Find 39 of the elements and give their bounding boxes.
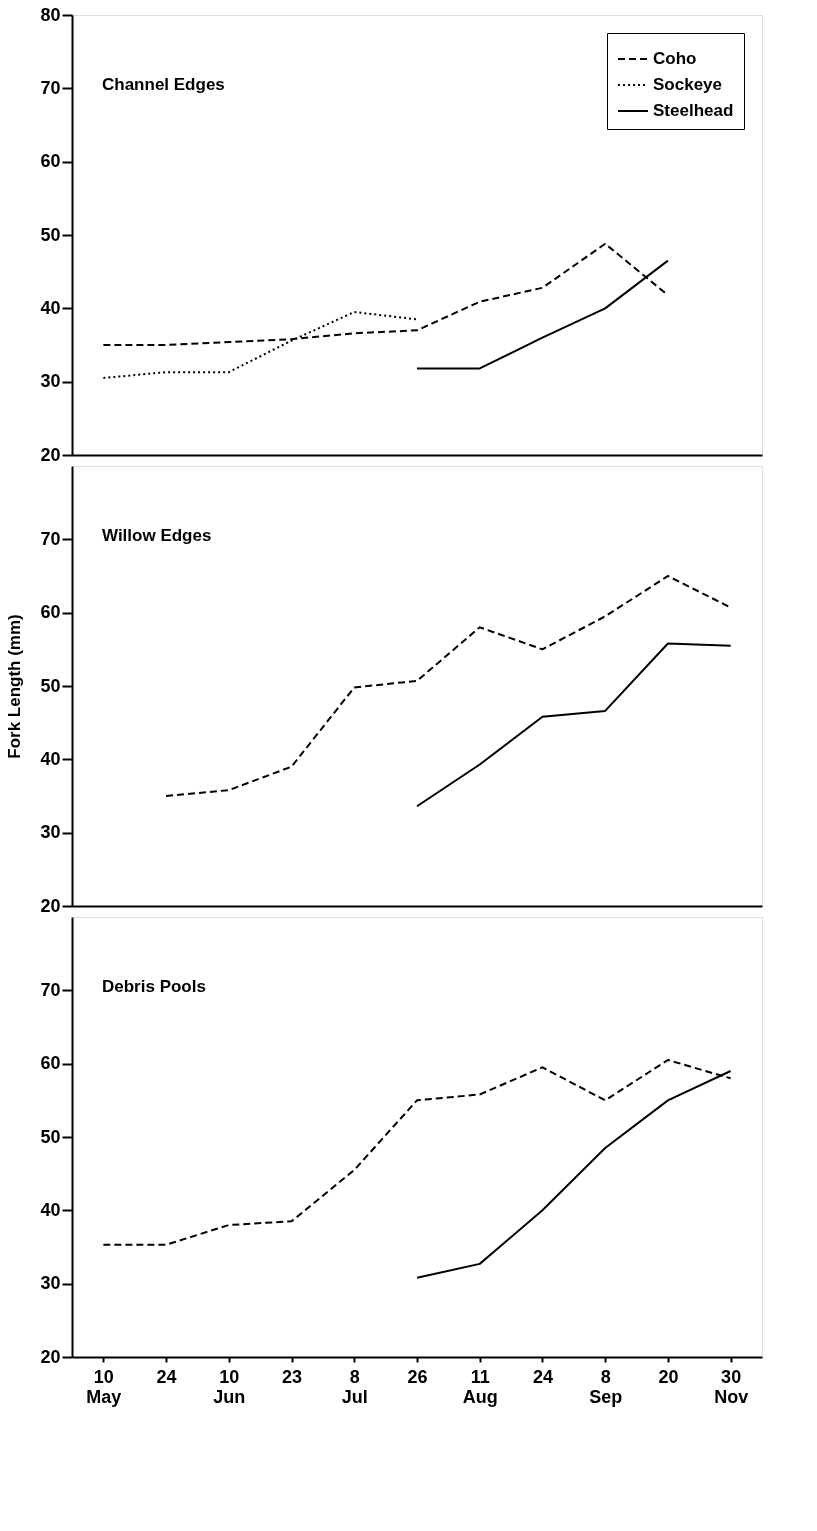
y-tick-label: 50 [40, 224, 61, 245]
y-tick-label: 70 [40, 528, 61, 549]
legend-label: Sockeye [653, 75, 722, 94]
y-tick-label: 50 [40, 1126, 61, 1147]
y-tick-label: 70 [40, 77, 61, 98]
x-tick-label: 30 Nov [714, 1366, 749, 1407]
x-tick-label: 8 Jul [341, 1366, 368, 1407]
y-tick-label: 60 [40, 151, 61, 172]
legend-label: Coho [653, 49, 697, 68]
y-tick-label: 60 [40, 1053, 61, 1074]
x-tick-label: 26 [407, 1366, 428, 1387]
x-tick-label: 23 [282, 1366, 303, 1387]
y-tick-label: 30 [40, 1273, 61, 1294]
y-tick-label: 40 [40, 1199, 61, 1220]
y-tick-label: 50 [40, 675, 61, 696]
y-axis-title: Fork Length (mm) [5, 614, 25, 759]
y-tick-label: 40 [40, 748, 61, 769]
y-tick-label: 60 [40, 602, 61, 623]
text: Channel Edges [102, 75, 225, 94]
text: Willow Edges [102, 526, 212, 545]
y-tick-label: 30 [40, 371, 61, 392]
x-tick-label: 20 [658, 1366, 679, 1387]
y-tick-label: 20 [40, 895, 61, 916]
y-tick-label: 70 [40, 979, 61, 1000]
line-series [416, 642, 732, 808]
x-tick-label: 8 Sep [589, 1366, 623, 1407]
y-tick-label: 20 [40, 1346, 61, 1367]
y-tick-label: 20 [40, 444, 61, 465]
x-tick-label: 24 [156, 1366, 177, 1387]
x-tick-label: 24 [532, 1366, 553, 1387]
line-series [165, 575, 732, 797]
legend-label: Steelhead [653, 101, 734, 120]
x-tick-label: 10 May [86, 1366, 122, 1407]
x-tick-label: 11 Aug [462, 1366, 498, 1407]
y-tick-label: 80 [40, 4, 61, 25]
x-tick-label: 10 Jun [213, 1366, 246, 1407]
y-tick-label: 40 [40, 297, 61, 318]
text: Debris Pools [102, 977, 206, 996]
y-tick-label: 30 [40, 822, 61, 843]
